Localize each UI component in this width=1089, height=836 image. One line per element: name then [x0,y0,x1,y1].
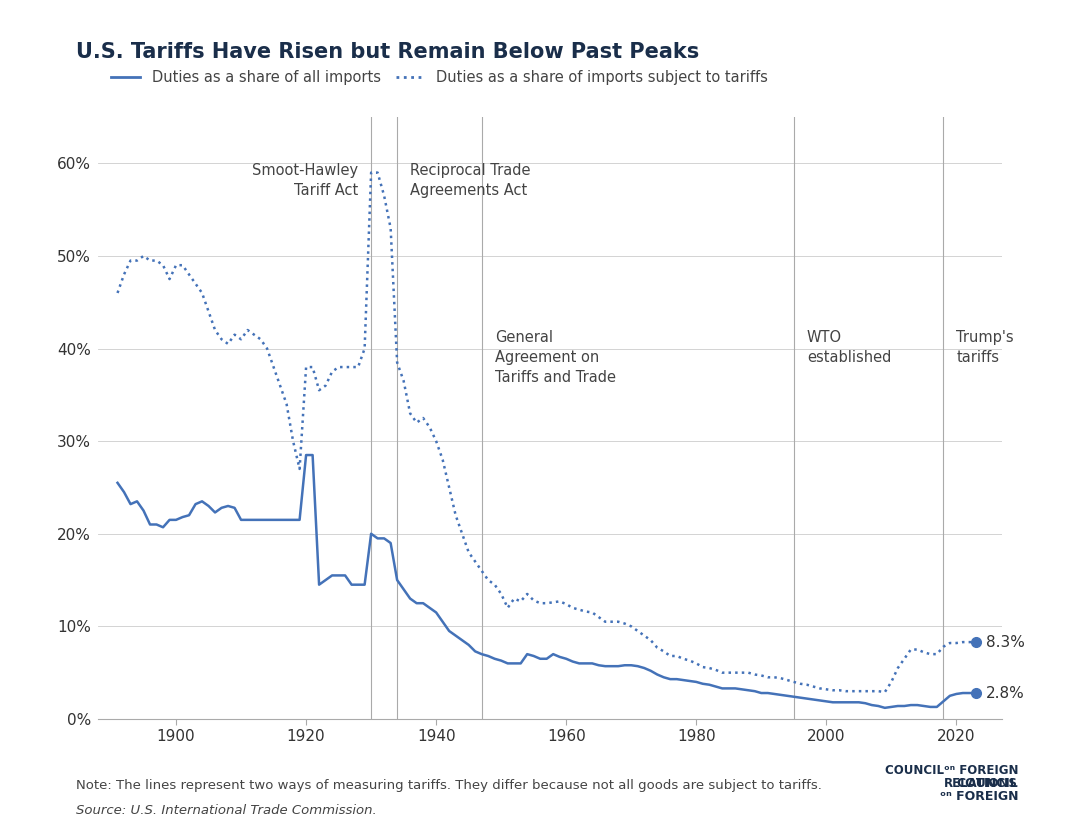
Legend: Duties as a share of all imports, Duties as a share of imports subject to tariff: Duties as a share of all imports, Duties… [106,64,774,91]
Text: RELATIONS: RELATIONS [944,777,1018,790]
Text: ᵒⁿ FOREIGN: ᵒⁿ FOREIGN [940,790,1018,803]
Text: 8.3%: 8.3% [986,635,1025,650]
Text: WTO
established: WTO established [807,330,891,364]
Text: Source: U.S. International Trade Commission.: Source: U.S. International Trade Commiss… [76,804,377,818]
Text: Smoot-Hawley
Tariff Act: Smoot-Hawley Tariff Act [252,163,358,198]
Text: Note: The lines represent two ways of measuring tariffs. They differ because not: Note: The lines represent two ways of me… [76,779,822,793]
Text: 2.8%: 2.8% [986,686,1025,701]
Text: Reciprocal Trade
Agreements Act: Reciprocal Trade Agreements Act [411,163,530,198]
Text: COUNCIL: COUNCIL [956,777,1018,790]
Text: U.S. Tariffs Have Risen but Remain Below Past Peaks: U.S. Tariffs Have Risen but Remain Below… [76,42,699,62]
Text: Trump's
tariffs: Trump's tariffs [956,330,1014,364]
Text: General
Agreement on
Tariffs and Trade: General Agreement on Tariffs and Trade [494,330,615,385]
Text: COUNCILᵒⁿ FOREIGN: COUNCILᵒⁿ FOREIGN [884,764,1018,777]
